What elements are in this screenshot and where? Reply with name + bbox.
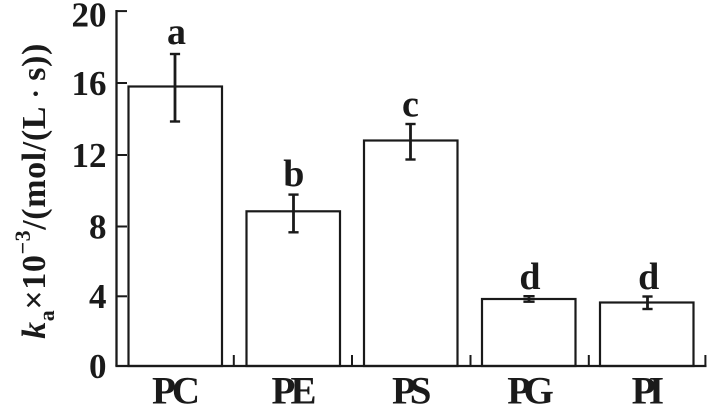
svg-text:c: c	[402, 84, 419, 126]
svg-text:ka×10−3/(mol/(L · s)): ka×10−3/(mol/(L · s))	[10, 43, 59, 339]
svg-text:4: 4	[89, 277, 107, 316]
svg-text:0: 0	[89, 347, 107, 386]
svg-text:12: 12	[72, 136, 107, 175]
svg-text:a: a	[167, 11, 186, 53]
svg-text:d: d	[519, 256, 540, 298]
svg-text:PI: PI	[632, 370, 665, 409]
svg-text:20: 20	[72, 0, 107, 35]
svg-text:PE: PE	[272, 370, 317, 409]
svg-text:PG: PG	[507, 370, 554, 409]
svg-text:PC: PC	[152, 370, 200, 409]
svg-text:16: 16	[72, 64, 107, 103]
svg-text:PS: PS	[392, 370, 432, 409]
svg-text:8: 8	[89, 207, 107, 246]
svg-text:d: d	[638, 256, 659, 298]
svg-text:b: b	[283, 153, 304, 195]
